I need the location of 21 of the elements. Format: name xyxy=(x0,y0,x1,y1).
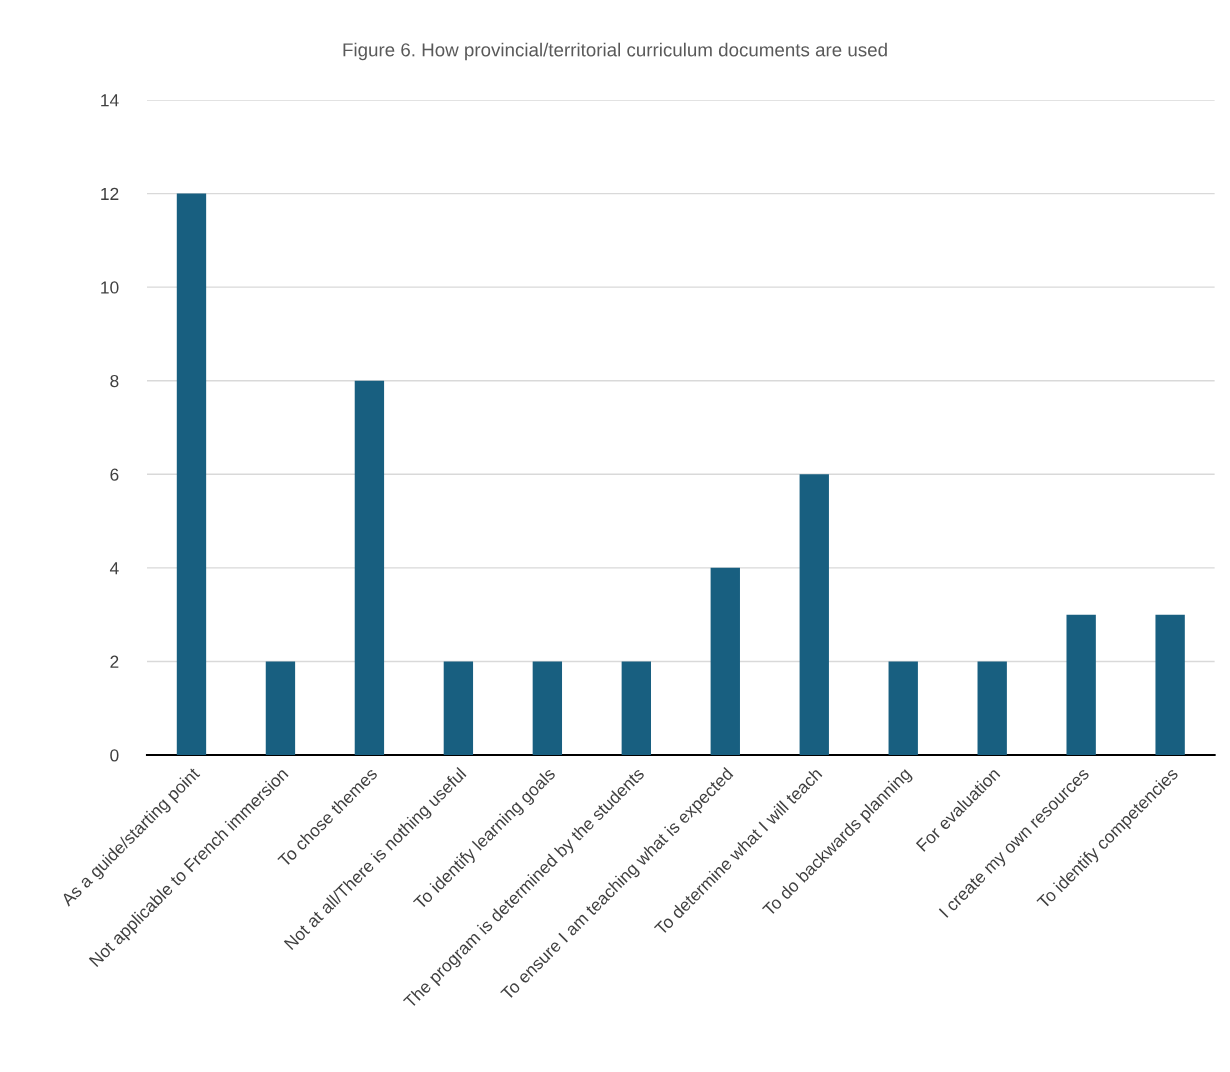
y-tick-label: 0 xyxy=(110,749,119,762)
bar xyxy=(1066,614,1096,756)
y-tick-label: 12 xyxy=(101,187,119,200)
bar xyxy=(176,193,207,756)
y-tick-label: 2 xyxy=(110,655,119,668)
bar xyxy=(977,661,1007,756)
bar xyxy=(265,661,296,756)
y-tick-label: 8 xyxy=(110,374,119,388)
bar xyxy=(799,474,829,756)
y-tick-label: 14 xyxy=(101,94,119,107)
y-tick-label: 6 xyxy=(110,468,119,481)
bar xyxy=(354,380,385,756)
bar xyxy=(621,661,651,756)
y-tick-label: 10 xyxy=(101,281,119,294)
bar xyxy=(1155,614,1185,756)
bar xyxy=(532,661,563,756)
y-tick-label: 4 xyxy=(109,562,119,575)
chart-title: Figure 6. How provincial/territorial curriculum documents are used xyxy=(343,42,887,61)
bar xyxy=(443,661,474,756)
bar xyxy=(888,661,918,756)
bar xyxy=(710,567,740,756)
